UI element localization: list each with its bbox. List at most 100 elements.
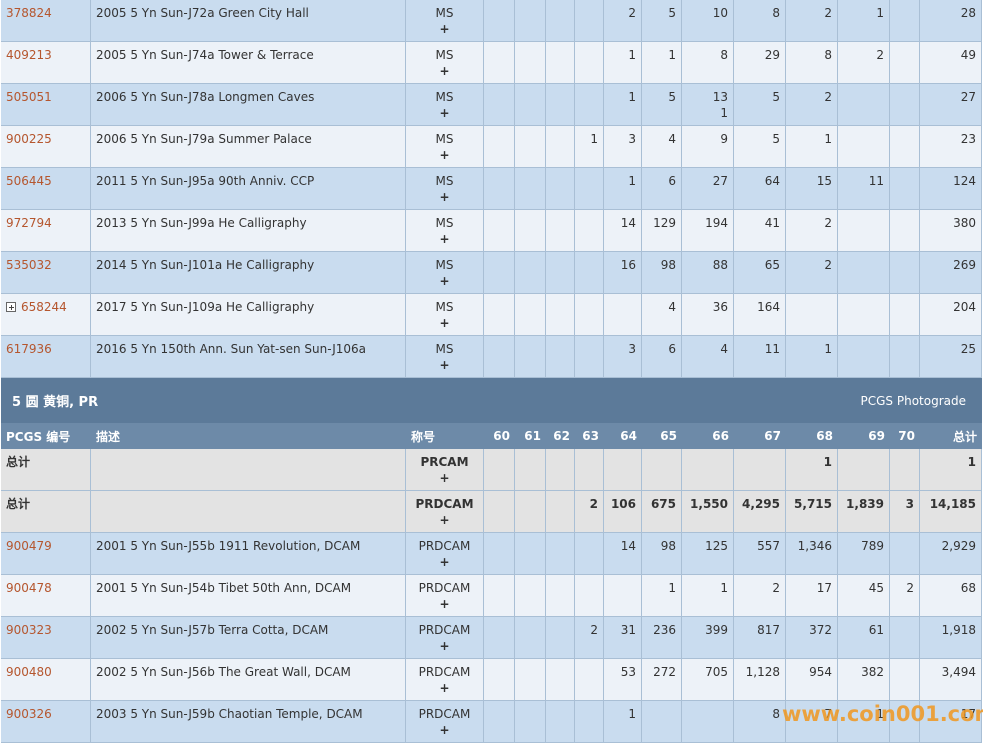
plus[interactable]: + [439,274,450,288]
designation: MS [435,342,454,356]
plus[interactable]: + [439,471,450,485]
population: 2 [824,258,832,272]
pcgs-number[interactable]: 900480 [6,665,52,679]
plus[interactable]: + [439,597,450,611]
population: 6 [668,174,676,188]
grade-cell: 8 [734,701,786,742]
population: 1 [876,707,884,721]
coin-row: 535032 2014 5 Yn Sun-J101a He Calligraphy… [1,252,982,294]
pcgs-number[interactable]: 900323 [6,623,52,637]
designation-cell: PRDCAM + [406,701,484,742]
designation-cell: MS + [406,126,484,167]
photograde-link[interactable]: PCGS Photograde [860,393,966,408]
population: 8 [772,707,780,721]
pcgs-number[interactable]: 505051 [6,90,52,104]
description-cell: 2013 5 Yn Sun-J99a He Calligraphy [91,210,406,251]
id-cell: 900326 [1,701,91,742]
plus[interactable]: + [439,106,450,120]
watermark: www.coin001.com [782,702,983,726]
description: 2001 5 Yn Sun-J54b Tibet 50th Ann, DCAM [96,581,352,595]
plus[interactable]: + [439,190,450,204]
grade-cell [515,42,546,83]
grade-cell [604,294,642,335]
grade-cell: 164 [734,294,786,335]
population: 17 [816,581,832,595]
population: 5 [772,132,780,146]
grade-cell [682,701,734,742]
plus[interactable]: + [439,64,450,78]
plus[interactable]: + [439,148,450,162]
total: 380 [953,216,976,230]
designation: PRDCAM [418,623,471,637]
plus[interactable]: + [439,232,450,246]
pcgs-number[interactable]: 972794 [6,216,52,230]
total-cell: 17 [920,701,982,742]
grade-cell [575,42,604,83]
pcgs-number[interactable]: 900225 [6,132,52,146]
plus[interactable]: + [439,22,450,36]
plus[interactable]: + [439,639,450,653]
grade-cell: 125 [682,533,734,574]
population: 65 [764,258,780,272]
header-row: PCGS 编号 描述 称号 60 61 62 63 64 65 66 67 68 69 70 总计 [1,423,982,449]
grade-cell [575,294,604,335]
population: 236 [653,623,676,637]
grade-cell [890,449,920,490]
grade-cell [890,294,920,335]
id-cell: 505051 [1,84,91,125]
total: 1 [967,455,976,469]
grade-cell: 1 [838,0,890,41]
grade-cell [890,126,920,167]
grade-cell: 1,346 [786,533,838,574]
expand-icon[interactable] [6,302,16,312]
grade-cell: 1 [604,42,642,83]
grade-cell: 45 [838,575,890,616]
grade-cell: 2 [786,0,838,41]
pcgs-number[interactable]: 658244 [21,300,67,314]
pcgs-number[interactable]: 506445 [6,174,52,188]
grade-cell [838,294,890,335]
population: 8 [772,6,780,20]
grade-cell: 954 [786,659,838,700]
grade-cell: 675 [642,491,682,532]
grade-cell: 14 [604,210,642,251]
grade-cell [515,84,546,125]
grade-cell: 1 [838,701,890,742]
grade-cell [484,491,515,532]
id-cell: 506445 [1,168,91,209]
pcgs-number[interactable]: 535032 [6,258,52,272]
pcgs-number[interactable]: 900326 [6,707,52,721]
id-cell: 900479 [1,533,91,574]
grade-cell: 13 1 [682,84,734,125]
designation: PRDCAM [418,539,471,553]
pcgs-number[interactable]: 617936 [6,342,52,356]
grade-cell [484,575,515,616]
grade-cell [890,701,920,742]
pcgs-number[interactable]: 378824 [6,6,52,20]
grade-cell [890,659,920,700]
pcgs-number[interactable]: 900479 [6,539,52,553]
plus[interactable]: + [439,555,450,569]
pcgs-number[interactable]: 900478 [6,581,52,595]
grade-cell [546,252,575,293]
grade-cell [575,575,604,616]
population: 53 [620,665,636,679]
grade-cell [838,252,890,293]
population: 194 [705,216,728,230]
column-header: 61 [524,429,541,443]
plus[interactable]: + [439,513,450,527]
description: 2017 5 Yn Sun-J109a He Calligraphy [96,300,315,314]
grade-cell: 1,128 [734,659,786,700]
grade-cell [838,336,890,377]
plus[interactable]: + [439,316,450,330]
plus[interactable]: + [439,681,450,695]
population: 31 [620,623,636,637]
plus[interactable]: + [439,723,450,737]
population: 1 [668,48,676,62]
plus[interactable]: + [439,358,450,372]
coin-row: 658244 2017 5 Yn Sun-J109a He Calligraphy… [1,294,982,336]
grade-cell: 1 [604,701,642,742]
pcgs-number[interactable]: 409213 [6,48,52,62]
coin-row: 505051 2006 5 Yn Sun-J78a Longmen Caves MS… [1,84,982,126]
grade-cell [838,126,890,167]
